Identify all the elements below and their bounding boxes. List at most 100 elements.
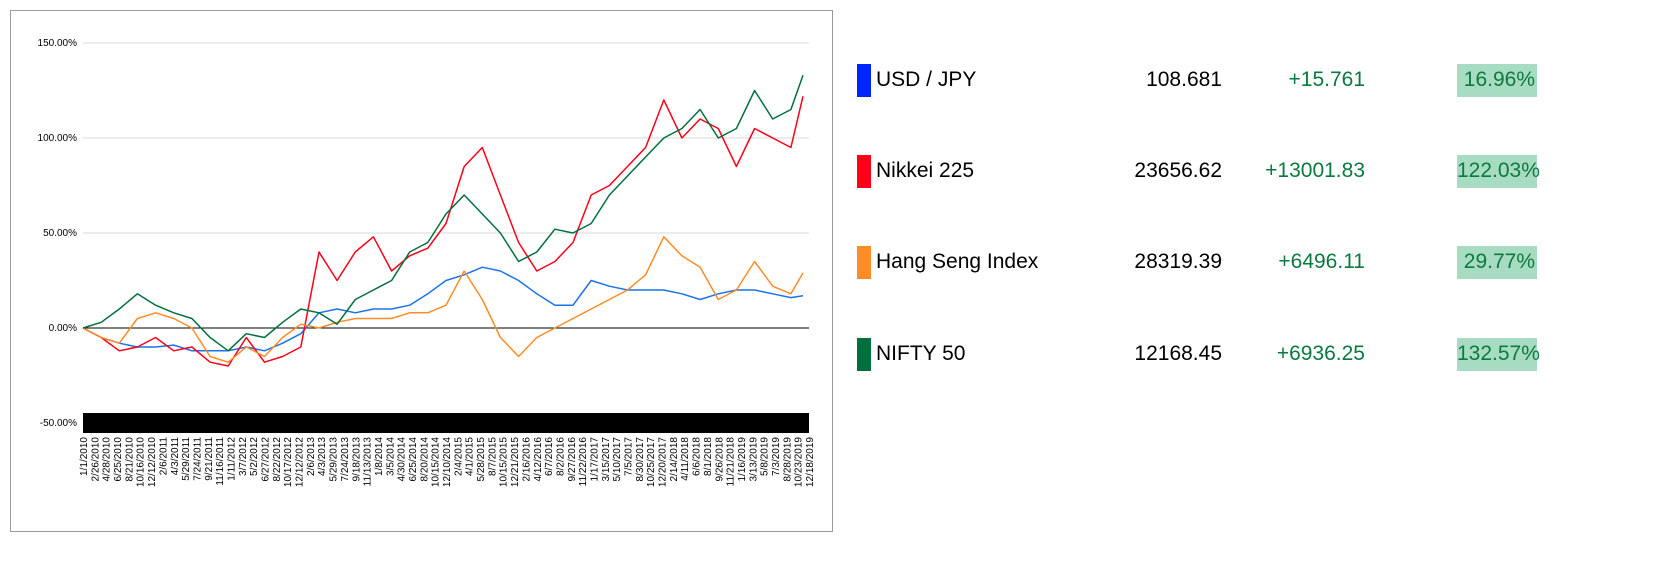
- x-tick-label: 6/27/2012: [261, 437, 272, 482]
- x-tick-label: 1/17/2017: [589, 437, 600, 482]
- change-value: +15.761: [1288, 68, 1366, 91]
- x-tick-label: 1/11/2012: [226, 437, 237, 481]
- x-tick-label: 9/27/2016: [567, 437, 578, 482]
- x-tick-label: 4/12/2016: [533, 437, 544, 482]
- current-value: 12168.45: [1134, 342, 1222, 365]
- x-tick-label: 5/10/2017: [612, 437, 623, 482]
- y-tick-label: 100.00%: [38, 133, 78, 144]
- y-tick-label: -50.00%: [40, 418, 77, 429]
- x-tick-label: 3/7/2012: [238, 437, 249, 476]
- x-tick-label: 12/12/2010: [147, 437, 158, 487]
- percent-change-badge: 122.03%: [1457, 155, 1540, 188]
- x-tick-label: 9/26/2018: [714, 437, 725, 482]
- x-tick-label: 12/21/2015: [510, 437, 521, 487]
- current-value: 108.681: [1146, 68, 1222, 91]
- x-tick-label: 8/30/2017: [635, 437, 646, 482]
- x-tick-label: 11/21/2018: [726, 437, 737, 487]
- x-tick-label: 8/7/2015: [487, 437, 498, 476]
- x-tick-label: 12/10/2014: [442, 437, 453, 487]
- x-tick-label: 12/20/2017: [658, 437, 669, 487]
- x-tick-label: 4/28/2010: [102, 437, 113, 482]
- x-tick-label: 8/2/2016: [555, 437, 566, 476]
- current-value: 23656.62: [1134, 159, 1222, 182]
- percent-change-badge: 16.96%: [1457, 64, 1537, 97]
- legend-row: Hang Seng Index 28319.39 +6496.11 29.77%: [857, 246, 1557, 282]
- x-tick-label: 6/25/2010: [113, 437, 124, 482]
- x-tick-label: 8/22/2012: [272, 437, 283, 482]
- change-value: +6496.11: [1278, 250, 1365, 273]
- x-tick-label: 12/12/2012: [295, 437, 306, 487]
- x-tick-label: 7/3/2019: [771, 437, 782, 476]
- x-tick-label: 11/22/2016: [578, 437, 589, 487]
- x-tick-label: 2/4/2015: [453, 437, 464, 476]
- x-tick-label: 10/16/2010: [136, 437, 147, 487]
- x-tick-label: 11/16/2011: [215, 437, 226, 486]
- x-tick-label: 11/13/2013: [363, 437, 374, 487]
- series-name: Nikkei 225: [876, 159, 975, 182]
- x-tick-label: 2/26/2010: [90, 437, 101, 482]
- x-tick-label: 8/28/2019: [782, 437, 793, 482]
- x-tick-label: 3/13/2019: [748, 437, 759, 482]
- series-name: NIFTY 50: [876, 342, 966, 365]
- x-tick-label: 9/18/2013: [351, 437, 362, 482]
- x-tick-label: 10/15/2014: [431, 437, 442, 487]
- x-tick-label: 5/29/2013: [329, 437, 340, 482]
- x-tick-label: 10/15/2015: [499, 437, 510, 487]
- change-value: +13001.83: [1265, 159, 1365, 182]
- series-name: USD / JPY: [876, 68, 977, 91]
- percent-change-badge: 29.77%: [1457, 246, 1537, 279]
- y-tick-label: 150.00%: [38, 38, 78, 49]
- x-tick-label: 8/20/2014: [419, 437, 430, 482]
- series-color-marker: [857, 338, 871, 371]
- legend-row: NIFTY 50 12168.45 +6936.25 132.57%: [857, 338, 1557, 374]
- x-tick-label: 8/1/2018: [703, 437, 714, 476]
- x-tick-label: 10/23/2019: [794, 437, 805, 487]
- x-tick-label: 4/3/2011: [170, 437, 181, 476]
- y-tick-label: 50.00%: [43, 228, 77, 239]
- chart-frame: 150.00% 100.00% 50.00% 0.00% -50.00% 1/1/2010…: [10, 10, 833, 532]
- x-tick-label: 2/6/2013: [306, 437, 317, 476]
- x-tick-label: 4/30/2014: [397, 437, 408, 482]
- x-tick-label: 9/21/2011: [204, 437, 215, 481]
- legend-row: Nikkei 225 23656.62 +13001.83 122.03%: [857, 155, 1557, 191]
- current-value: 28319.39: [1134, 250, 1222, 273]
- x-tick-label: 6/6/2018: [692, 437, 703, 476]
- series-line-nikkei-225: [82, 96, 804, 367]
- x-axis-bar: [83, 413, 809, 433]
- x-tick-label: 4/3/2013: [317, 437, 328, 476]
- x-tick-label: 2/6/2011: [158, 437, 169, 476]
- x-tick-label: 4/11/2018: [680, 437, 691, 481]
- x-tick-label: 7/24/2013: [340, 437, 351, 482]
- x-tick-label: 5/28/2015: [476, 437, 487, 482]
- y-tick-label: 0.00%: [49, 323, 77, 334]
- x-tick-label: 6/25/2014: [408, 437, 419, 482]
- series-color-marker: [857, 246, 871, 279]
- x-tick-label: 10/17/2012: [283, 437, 294, 487]
- x-tick-label: 10/25/2017: [646, 437, 657, 487]
- line-chart: 150.00% 100.00% 50.00% 0.00% -50.00%1/1/2010…: [38, 38, 816, 487]
- x-tick-label: 7/24/2011: [192, 437, 203, 481]
- x-tick-label: 3/5/2014: [385, 437, 396, 476]
- series-line-usd-jpy: [82, 266, 804, 352]
- change-value: +6936.25: [1276, 342, 1365, 365]
- x-tick-label: 1/1/2010: [79, 437, 90, 476]
- x-tick-label: 6/7/2016: [544, 437, 555, 476]
- x-tick-label: 5/29/2011: [181, 437, 192, 481]
- x-tick-label: 5/8/2019: [760, 437, 771, 476]
- x-tick-label: 2/16/2016: [521, 437, 532, 482]
- legend-row: USD / JPY 108.681 +15.761 16.96%: [857, 64, 1557, 100]
- x-tick-label: 2/14/2018: [669, 437, 680, 482]
- series-line-hang-seng-index: [82, 236, 804, 363]
- x-tick-label: 4/1/2015: [465, 437, 476, 476]
- x-tick-label: 8/21/2010: [124, 437, 135, 482]
- x-tick-label: 7/5/2017: [624, 437, 635, 476]
- x-tick-label: 1/8/2014: [374, 437, 385, 476]
- percent-change-badge: 132.57%: [1457, 338, 1540, 371]
- x-tick-label: 5/2/2012: [249, 437, 260, 476]
- x-tick-label: 12/18/2019: [805, 437, 816, 487]
- series-color-marker: [857, 155, 871, 188]
- series-line-nifty-50: [82, 75, 804, 352]
- series-name: Hang Seng Index: [876, 250, 1039, 273]
- x-tick-label: 3/15/2017: [601, 437, 612, 482]
- x-tick-label: 1/16/2019: [737, 437, 748, 482]
